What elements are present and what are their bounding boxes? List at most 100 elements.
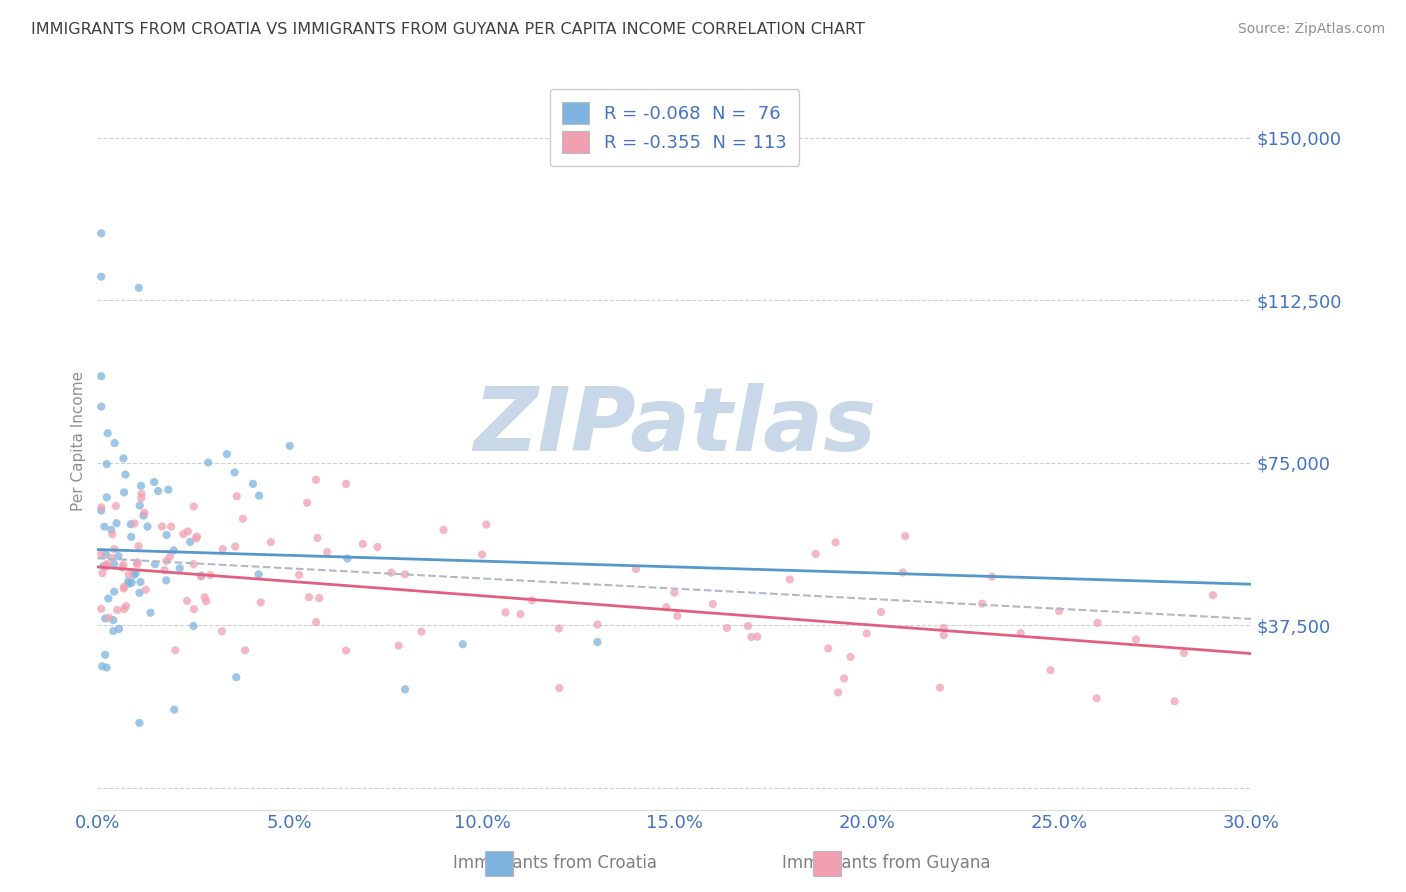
Point <box>388 639 411 653</box>
Point <box>839 649 862 664</box>
Point <box>211 624 233 639</box>
Point <box>394 567 416 582</box>
Point <box>316 545 339 559</box>
Point <box>135 582 157 597</box>
Point <box>740 630 762 644</box>
Point <box>132 508 155 523</box>
Point <box>183 557 205 571</box>
Point <box>411 624 433 639</box>
Point <box>295 496 318 510</box>
Point <box>143 558 166 572</box>
Point <box>586 617 609 632</box>
Point <box>91 566 114 581</box>
Text: Source: ZipAtlas.com: Source: ZipAtlas.com <box>1237 22 1385 37</box>
Point <box>1173 646 1195 660</box>
Point <box>94 648 117 662</box>
Point <box>548 622 571 636</box>
Point <box>128 586 150 600</box>
Point <box>108 622 131 636</box>
Point <box>176 594 198 608</box>
Point <box>115 599 138 614</box>
Point <box>97 426 120 441</box>
Point <box>1047 604 1070 618</box>
Point <box>114 467 136 482</box>
Point <box>475 517 498 532</box>
Point <box>190 569 212 583</box>
Point <box>779 573 801 587</box>
Point <box>90 503 112 517</box>
Point <box>91 659 114 673</box>
Point <box>90 369 112 384</box>
Point <box>129 574 152 589</box>
Point <box>96 558 118 573</box>
Point <box>981 570 1004 584</box>
Point <box>125 566 148 581</box>
Point <box>155 528 177 542</box>
Point <box>90 500 112 515</box>
Point <box>1202 588 1225 602</box>
Point <box>112 451 135 466</box>
Point <box>93 519 115 533</box>
Point <box>288 568 311 582</box>
Point <box>247 489 270 503</box>
Point <box>100 550 122 565</box>
Point <box>298 591 321 605</box>
Point <box>112 582 135 596</box>
Point <box>103 624 125 638</box>
Point <box>260 535 283 549</box>
Point <box>247 567 270 582</box>
Point <box>103 542 125 557</box>
Point <box>143 475 166 489</box>
Point <box>716 621 738 635</box>
Point <box>827 685 849 699</box>
Point <box>366 540 388 554</box>
Point <box>335 643 357 657</box>
Point <box>509 607 531 621</box>
Point <box>104 436 127 450</box>
Point <box>155 574 177 588</box>
Point <box>172 527 194 541</box>
Point <box>190 568 212 582</box>
Point <box>211 541 233 556</box>
Point <box>186 532 208 546</box>
Point <box>128 539 150 553</box>
Point <box>93 559 115 574</box>
Point <box>94 611 117 625</box>
Text: ZIPatlas: ZIPatlas <box>472 383 876 470</box>
Point <box>128 715 150 730</box>
Point <box>1087 615 1109 630</box>
Point <box>127 555 149 569</box>
Point <box>305 615 328 629</box>
Point <box>824 535 846 549</box>
Point <box>162 543 184 558</box>
Point <box>894 529 917 543</box>
Point <box>103 584 125 599</box>
Point <box>891 566 914 580</box>
Point <box>308 591 330 605</box>
Point <box>249 595 271 609</box>
Point <box>804 547 827 561</box>
Point <box>855 626 877 640</box>
Point <box>96 557 118 571</box>
Point <box>107 549 129 563</box>
Point <box>928 681 950 695</box>
Point <box>932 628 955 642</box>
Point <box>183 500 205 514</box>
Point <box>225 489 247 503</box>
Point <box>120 517 142 532</box>
Point <box>1085 691 1108 706</box>
Point <box>127 558 149 572</box>
Point <box>128 499 150 513</box>
Point <box>177 524 200 539</box>
Point <box>136 519 159 533</box>
Point <box>972 597 994 611</box>
Point <box>215 447 238 461</box>
Point <box>105 516 128 531</box>
Point <box>870 605 893 619</box>
Point <box>335 476 357 491</box>
Point <box>129 491 152 506</box>
Point <box>117 574 139 589</box>
Point <box>520 593 543 607</box>
Point <box>120 530 142 544</box>
Point <box>134 506 156 520</box>
